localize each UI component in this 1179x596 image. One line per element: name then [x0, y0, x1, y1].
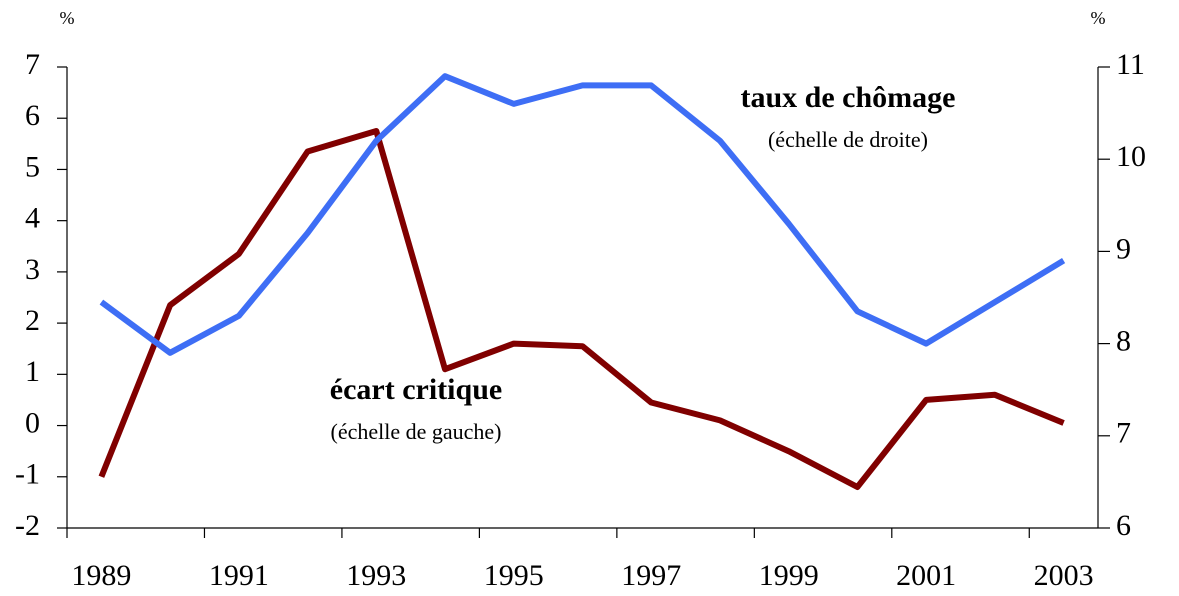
y-tick-label: 1	[25, 355, 40, 388]
x-tick-label: 1997	[621, 559, 681, 592]
x-tick-label: 1995	[484, 559, 544, 592]
series-label: écart critique	[330, 373, 502, 406]
x-tick-label: 2003	[1034, 559, 1094, 592]
y2-unit: %	[1091, 8, 1106, 28]
x-tick-label: 2001	[896, 559, 956, 592]
y2-tick-label: 9	[1116, 232, 1131, 265]
x-tick-label: 1993	[346, 559, 406, 592]
y-tick-label: -1	[15, 458, 40, 491]
y2-tick-label: 7	[1116, 417, 1131, 450]
y2-tick-label: 10	[1116, 140, 1146, 173]
y-tick-label: 6	[25, 99, 40, 132]
y-tick-label: 7	[25, 48, 40, 81]
scale-label: (échelle de droite)	[768, 127, 928, 152]
y2-tick-label: 6	[1116, 509, 1131, 542]
y-tick-label: 0	[25, 406, 40, 439]
y-tick-label: -2	[15, 509, 40, 542]
series-line	[98, 128, 1065, 490]
y-unit: %	[60, 8, 75, 28]
x-tick-label: 1999	[759, 559, 819, 592]
y2-tick-label: 8	[1116, 324, 1131, 357]
y2-tick-label: 11	[1116, 48, 1145, 81]
y-tick-label: 2	[25, 304, 40, 337]
y-tick-label: 5	[25, 150, 40, 183]
y-tick-label: 3	[25, 253, 40, 286]
x-tick-label: 1989	[71, 559, 131, 592]
x-tick-label: 1991	[209, 559, 269, 592]
series-line	[99, 73, 1066, 356]
series-label: taux de chômage	[741, 81, 956, 114]
scale-label: (échelle de gauche)	[331, 419, 502, 444]
y-tick-label: 4	[25, 202, 40, 235]
